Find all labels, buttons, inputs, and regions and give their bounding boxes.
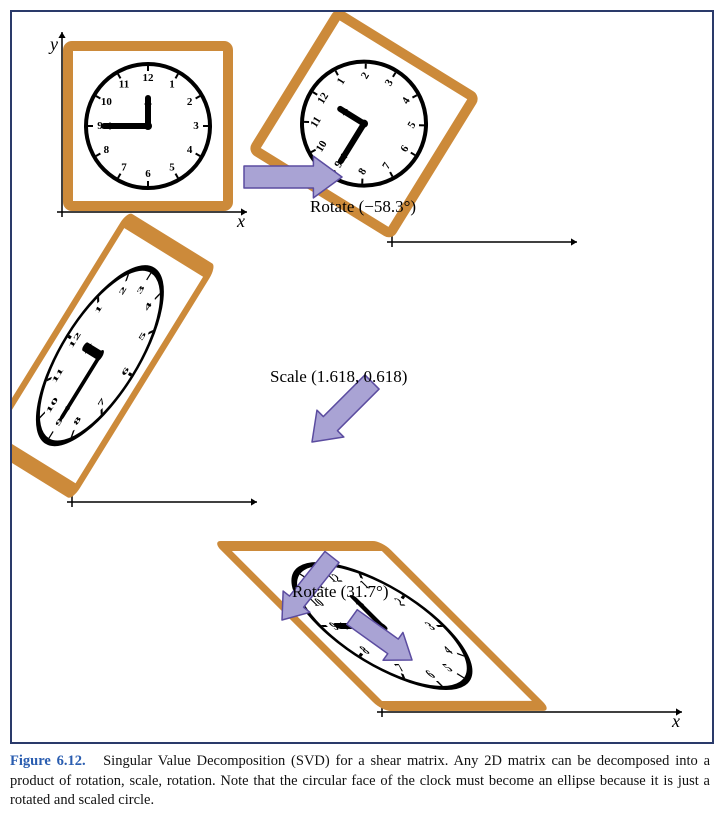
svg-text:1: 1 [169, 78, 175, 90]
svg-text:x: x [671, 711, 680, 731]
panel-p1: xy121234567891011 [48, 32, 247, 231]
figure-number: Figure 6.12. [10, 753, 86, 769]
figure-caption-text: Singular Value Decomposition (SVD) for a… [10, 753, 710, 808]
svg-text:2: 2 [187, 96, 193, 108]
svg-text:4: 4 [187, 144, 193, 156]
svg-text:10: 10 [101, 96, 113, 108]
svg-text:y: y [48, 34, 58, 54]
svg-text:12: 12 [143, 72, 155, 84]
step-label-2: Rotate (31.7°) [292, 582, 389, 601]
svg-text:7: 7 [121, 162, 127, 174]
figure-frame: xy121234567891011y121234567891011y121234… [10, 10, 714, 744]
svg-text:6: 6 [145, 168, 151, 180]
svg-text:3: 3 [193, 120, 199, 132]
diagram-svg: xy121234567891011y121234567891011y121234… [12, 12, 712, 742]
svg-text:11: 11 [119, 78, 129, 90]
svg-text:8: 8 [104, 144, 110, 156]
step-label-1: Scale (1.618, 0.618) [270, 367, 407, 386]
step-label-0: Rotate (−58.3°) [310, 197, 416, 216]
svg-text:5: 5 [169, 162, 175, 174]
svg-text:x: x [236, 211, 245, 231]
panel-p4: xy121234567891011 [222, 536, 682, 731]
panel-p3: y121234567891011 [12, 220, 257, 507]
figure-caption: Figure 6.12. Singular Value Decompositio… [10, 752, 710, 811]
